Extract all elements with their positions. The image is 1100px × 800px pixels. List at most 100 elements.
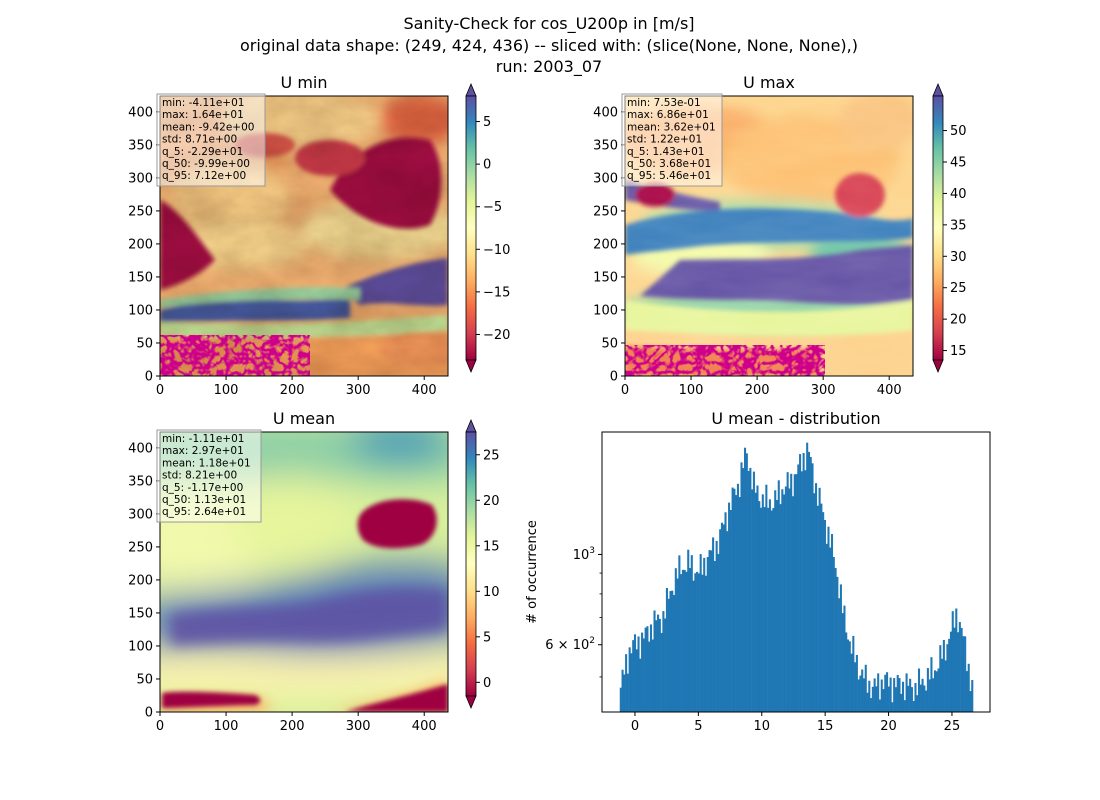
histogram-bar [804,470,807,712]
histogram-bar [957,632,960,712]
histogram-bar [635,649,638,712]
stat-line: std: 1.22e+01 [627,134,702,146]
histogram-bar [669,591,672,712]
histogram-bar [761,494,764,712]
histogram-bar [914,683,917,712]
histogram-bar [962,636,965,712]
histogram-bar [882,689,885,712]
y-tick-label: 350 [128,138,153,153]
u-min-title: U min [281,73,328,92]
u-mean-x-axis: 0 100 200 300 400 [156,712,437,734]
histogram-bar [884,674,887,712]
histogram-bar [843,605,846,712]
histogram-bar [893,678,896,712]
figure-title: Sanity-Check for cos_U200p in [m/s] orig… [240,14,858,77]
histogram-bar [717,553,720,712]
histogram-bar [770,510,773,712]
histogram-bar [767,507,770,712]
histogram-bar [633,634,637,712]
histogram-bar [756,485,759,712]
histogram-bar [685,571,688,712]
panel-u-max: U max [593,73,966,398]
figure-title-line-2: original data shape: (249, 424, 436) -- … [240,36,858,55]
histogram-bar [838,598,841,712]
histogram-bar [861,669,864,712]
stat-line: std: 8.71e+00 [162,134,237,146]
histogram-bar [866,692,869,712]
y-tick-label: 100 [128,303,153,318]
histogram-bar [818,487,821,712]
x-tick-label: 0 [156,719,164,734]
histogram-bar [797,464,800,712]
distribution-x-axis: 0 5 10 15 20 25 [631,712,960,734]
y-tick-label: 350 [128,474,153,489]
histogram-bar [786,472,789,712]
histogram-bar [898,678,901,712]
histogram-bar [850,653,853,712]
y-tick-label: 250 [128,204,153,219]
histogram-bar [676,578,679,712]
histogram-bar [836,576,839,712]
stat-line: mean: 1.18e+01 [162,457,251,469]
histogram-bar [926,668,929,712]
u-min-y-axis: 0 50 100 150 200 250 300 350 400 [128,105,160,385]
histogram-bar [648,641,651,712]
histogram-bar [967,663,970,712]
histogram-bar [779,504,782,712]
histogram-bars [619,442,974,712]
x-tick-label: 25 [944,719,961,734]
histogram-bar [871,686,874,712]
y-tick-label: 50 [136,672,153,687]
histogram-bar [834,568,837,712]
histogram-bar [687,549,690,712]
u-max-y-axis: 0 50 100 150 200 250 300 350 400 [593,105,625,385]
stat-line: min: 7.53e-01 [627,97,701,109]
histogram-bar [667,598,670,712]
x-tick-label: 15 [817,719,834,734]
x-tick-label: 400 [877,383,902,398]
histogram-bar [791,496,795,712]
histogram-bar [774,490,777,712]
panel-u-mean: U mean 0 100 200 300 400 [128,409,500,734]
colorbar-tick-label: 20 [483,494,500,509]
u-mean-y-axis: 0 50 100 150 200 250 300 350 400 [128,441,160,721]
histogram-bar [720,522,724,712]
histogram-bar [692,580,695,712]
histogram-bar [941,658,944,712]
stat-line: std: 8.21e+00 [162,470,237,482]
histogram-bar [873,678,876,712]
y-tick-label: 150 [128,606,153,621]
x-tick-label: 0 [156,383,164,398]
stat-line: q_50: 3.68e+01 [627,158,711,170]
stat-line: q_50: -9.99e+00 [162,158,250,170]
histogram-bar [854,662,857,712]
histogram-bar [678,555,681,712]
y-tick-label: 200 [128,573,153,588]
histogram-bar [971,680,974,712]
u-mean-frame [159,431,449,713]
histogram-bar [795,474,798,712]
histogram-bar [628,647,631,712]
histogram-bar [841,613,844,712]
histogram-bar [704,575,708,712]
histogram-bar [632,640,635,712]
histogram-bar [811,463,814,712]
histogram-bar [775,500,779,712]
histogram-bar [740,462,743,712]
histogram-bar [902,681,905,712]
x-tick-label: 300 [346,383,371,398]
histogram-bar [912,701,915,712]
y-tick-label: 300 [128,171,153,186]
histogram-bar [759,507,763,712]
histogram-bar [848,641,851,712]
x-tick-label: 0 [631,719,639,734]
x-tick-label: 300 [811,383,836,398]
histogram-bar [921,678,924,712]
colorbar-tick-label: 50 [950,124,967,139]
histogram-bar [763,507,766,712]
histogram-bar [745,453,748,712]
y-tick-label: 250 [593,204,618,219]
histogram-bar [815,483,818,712]
histogram-bar [958,622,961,712]
